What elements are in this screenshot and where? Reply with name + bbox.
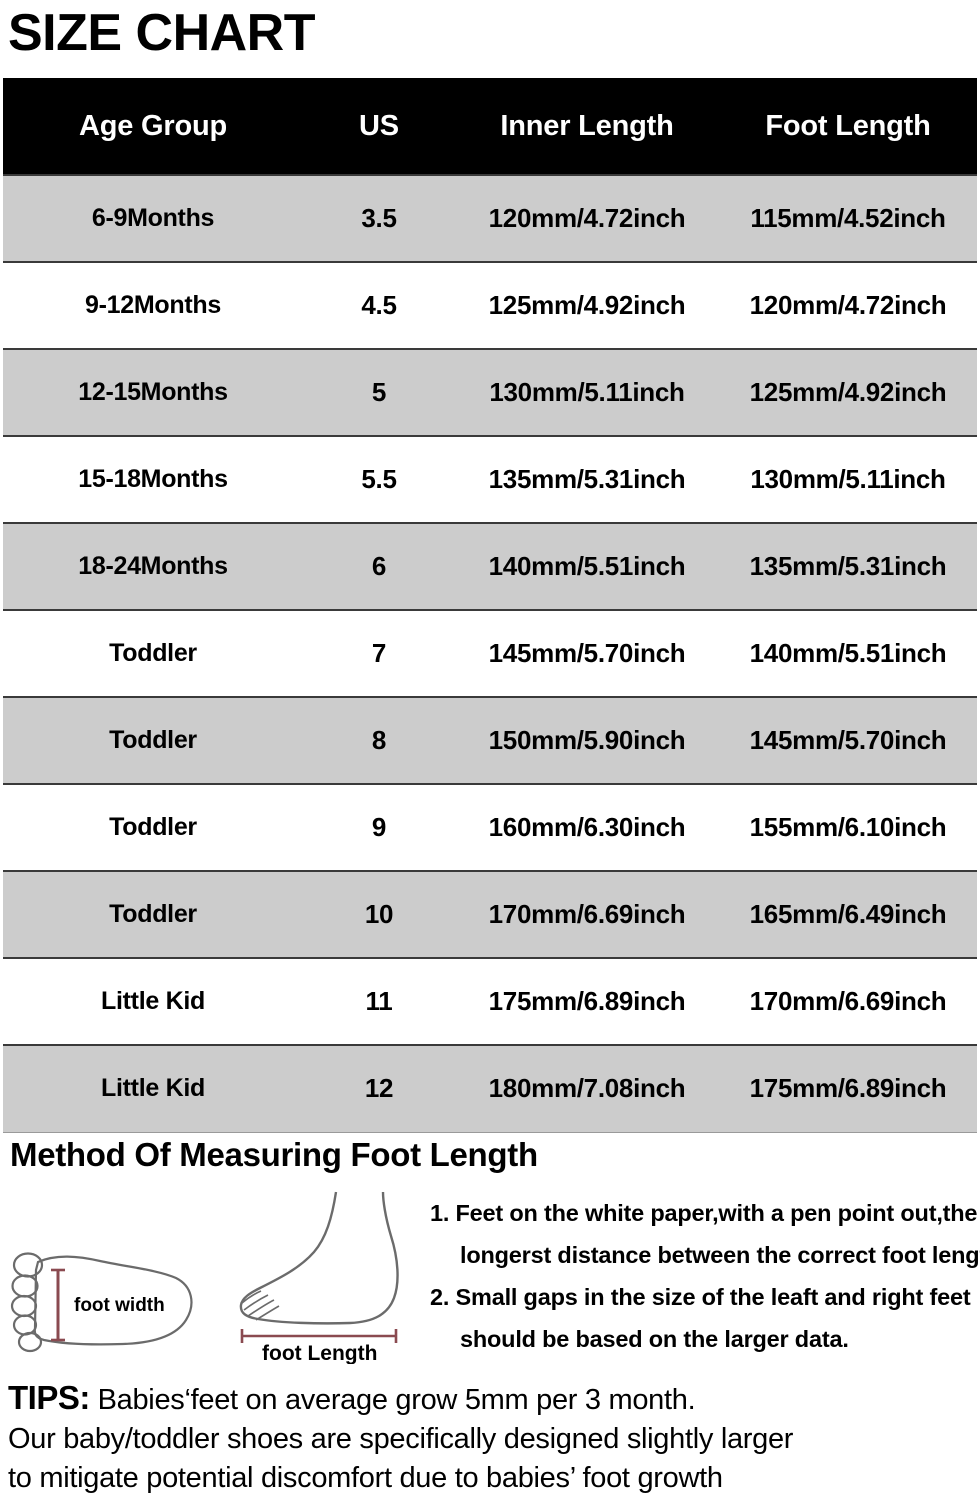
foot-width-label: foot width — [74, 1295, 165, 1316]
cell-inner-length: 125mm/4.92inch — [488, 290, 686, 320]
cell-inner-length: 180mm/7.08inch — [488, 1073, 686, 1104]
table-row: Toddler 10 170mm/6.69inch 165mm/6.49inch — [3, 871, 977, 958]
toe-line — [247, 1299, 275, 1317]
cell-foot-length: 175mm/6.89inch — [749, 1073, 947, 1104]
cell-inner-length: 150mm/5.90inch — [488, 725, 686, 755]
tips-label: TIPS: — [8, 1379, 90, 1416]
instruction-line: 1. Feet on the white paper,with a pen po… — [430, 1200, 978, 1226]
instruction-line: 2. Small gaps in the size of the leaft a… — [430, 1284, 971, 1310]
cell-us: 6 — [371, 551, 387, 581]
foot-profile-outline — [239, 1191, 399, 1325]
column-header-age-group: Age Group — [78, 109, 228, 142]
toe-icon — [12, 1314, 38, 1336]
foot-side-view-icon: foot Length — [239, 1191, 399, 1365]
cell-age-group: 15-18Months — [78, 465, 228, 493]
foot-top-view-icon: foot width — [10, 1252, 193, 1353]
table-row: Little Kid 11 175mm/6.89inch 170mm/6.69i… — [3, 958, 977, 1045]
cell-us: 5.5 — [361, 464, 397, 494]
cell-us: 5 — [371, 377, 387, 407]
page-title: SIZE CHART — [8, 4, 316, 62]
foot-length-label: foot Length — [262, 1342, 377, 1364]
cell-foot-length: 125mm/4.92inch — [749, 377, 947, 407]
measuring-instructions: 1. Feet on the white paper,with a pen po… — [430, 1192, 980, 1360]
tips-section: TIPS: Babies‘feet on average grow 5mm pe… — [8, 1378, 968, 1498]
cell-age-group: Little Kid — [101, 987, 205, 1015]
table-row: 12-15Months 5 130mm/5.11inch 125mm/4.92i… — [3, 349, 977, 436]
cell-us: 4.5 — [361, 290, 397, 320]
cell-inner-length: 145mm/5.70inch — [488, 638, 686, 668]
method-heading: Method Of Measuring Foot Length — [10, 1136, 538, 1173]
size-chart-table: Age Group US Inner Length Foot Length 6-… — [3, 78, 977, 1133]
foot-length-diagram: foot Length — [228, 1186, 428, 1365]
cell-age-group: 6-9Months — [91, 204, 215, 232]
toe-line — [243, 1294, 269, 1311]
tips-line-1-text: Babies‘feet on average grow 5mm per 3 mo… — [97, 1384, 696, 1416]
instruction-line: should be based on the larger data. — [460, 1326, 849, 1352]
cell-age-group: Toddler — [109, 813, 197, 841]
table-body: 6-9Months 3.5 120mm/4.72inch 115mm/4.52i… — [3, 175, 977, 1132]
cell-foot-length: 140mm/5.51inch — [749, 638, 947, 668]
toe-icon — [11, 1274, 39, 1298]
column-header-inner-length: Inner Length — [500, 109, 674, 142]
table-header-row: Age Group US Inner Length Foot Length — [3, 78, 977, 175]
cell-age-group: 18-24Months — [78, 552, 228, 580]
table-row: Toddler 9 160mm/6.30inch 155mm/6.10inch — [3, 784, 977, 871]
cell-foot-length: 120mm/4.72inch — [749, 290, 947, 320]
instruction-line: longerst distance between the correct fo… — [460, 1242, 980, 1268]
table-row: Little Kid 12 180mm/7.08inch 175mm/6.89i… — [3, 1045, 977, 1132]
table-row: Toddler 7 145mm/5.70inch 140mm/5.51inch — [3, 610, 977, 697]
cell-inner-length: 160mm/6.30inch — [488, 812, 686, 842]
cell-us: 12 — [364, 1073, 394, 1104]
cell-age-group: Little Kid — [101, 1074, 205, 1103]
cell-inner-length: 130mm/5.11inch — [489, 377, 685, 407]
tips-line-1: TIPS: Babies‘feet on average grow 5mm pe… — [8, 1378, 968, 1420]
cell-inner-length: 135mm/5.31inch — [488, 464, 686, 494]
cell-us: 10 — [364, 899, 394, 929]
sole-outline — [33, 1255, 193, 1346]
table-row: 9-12Months 4.5 125mm/4.92inch 120mm/4.72… — [3, 262, 977, 349]
table-row: 18-24Months 6 140mm/5.51inch 135mm/5.31i… — [3, 523, 977, 610]
column-header-us: US — [359, 109, 399, 142]
cell-age-group: 9-12Months — [85, 291, 221, 319]
table-header: Age Group US Inner Length Foot Length — [3, 78, 977, 175]
toe-line — [255, 1305, 280, 1321]
cell-us: 8 — [371, 725, 387, 755]
cell-foot-length: 170mm/6.69inch — [749, 986, 947, 1016]
cell-age-group: 12-15Months — [78, 378, 228, 406]
tips-line-3: to mitigate potential discomfort due to … — [8, 1462, 723, 1494]
table-row: 6-9Months 3.5 120mm/4.72inch 115mm/4.52i… — [3, 175, 977, 262]
cell-inner-length: 120mm/4.72inch — [488, 203, 686, 233]
cell-age-group: Toddler — [109, 639, 197, 667]
cell-age-group: Toddler — [109, 900, 197, 928]
toe-icon — [17, 1331, 43, 1353]
toe-icon — [10, 1294, 38, 1318]
table-row: Toddler 8 150mm/5.90inch 145mm/5.70inch — [3, 697, 977, 784]
toe-line — [241, 1290, 262, 1304]
cell-foot-length: 165mm/6.49inch — [749, 899, 947, 929]
cell-foot-length: 115mm/4.52inch — [750, 203, 946, 233]
cell-us: 3.5 — [361, 203, 397, 233]
cell-foot-length: 145mm/5.70inch — [749, 725, 947, 755]
cell-age-group: Toddler — [109, 726, 197, 754]
cell-foot-length: 130mm/5.11inch — [750, 464, 946, 494]
cell-inner-length: 175mm/6.89inch — [488, 986, 686, 1016]
cell-us: 11 — [365, 986, 393, 1016]
tips-line-2: Our baby/toddler shoes are specifically … — [8, 1423, 794, 1455]
foot-width-diagram: foot width — [8, 1248, 218, 1356]
cell-foot-length: 135mm/5.31inch — [749, 551, 947, 581]
cell-inner-length: 170mm/6.69inch — [488, 899, 686, 929]
cell-foot-length: 155mm/6.10inch — [749, 812, 947, 842]
table-row: 15-18Months 5.5 135mm/5.31inch 130mm/5.1… — [3, 436, 977, 523]
cell-us: 7 — [371, 638, 387, 668]
cell-inner-length: 140mm/5.51inch — [488, 551, 686, 581]
cell-us: 9 — [371, 812, 387, 842]
column-header-foot-length: Foot Length — [765, 109, 931, 142]
